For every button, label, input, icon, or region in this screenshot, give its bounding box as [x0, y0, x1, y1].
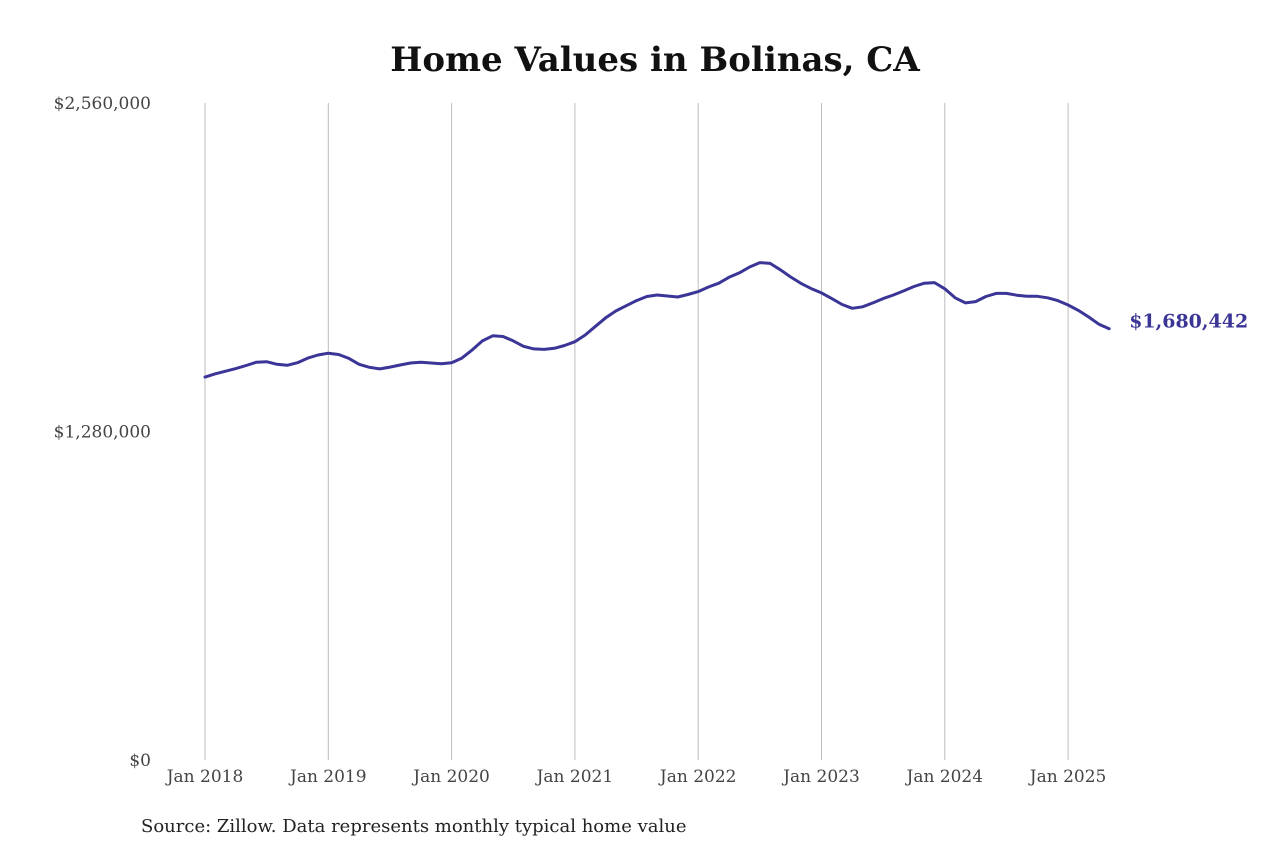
vertical-grid [204, 103, 1069, 760]
series-line-home-value [203, 261, 1111, 379]
x-tick-label: Jan 2022 [658, 767, 737, 787]
x-tick-label: Jan 2025 [1028, 767, 1107, 787]
end-value-label: $1,680,442 [1129, 311, 1248, 333]
x-tick-label: Jan 2019 [288, 767, 367, 787]
y-tick-label: $0 [129, 751, 151, 771]
x-axis-labels: Jan 2018 Jan 2019 Jan 2020 Jan 2021 Jan 2022… [165, 767, 1107, 787]
y-tick-label: $2,560,000 [54, 94, 151, 114]
x-tick-label: Jan 2021 [535, 767, 614, 787]
y-tick-label: $1,280,000 [54, 423, 151, 443]
x-tick-label: Jan 2023 [781, 767, 860, 787]
x-tick-label: Jan 2020 [411, 767, 490, 787]
source-note: Source: Zillow. Data represents monthly … [141, 816, 687, 837]
x-tick-label: Jan 2018 [165, 767, 244, 787]
x-tick-label: Jan 2024 [905, 767, 984, 787]
y-axis-labels: $0 $1,280,000 $2,560,000 [54, 94, 151, 771]
chart-title: Home Values in Bolinas, CA [390, 40, 920, 80]
